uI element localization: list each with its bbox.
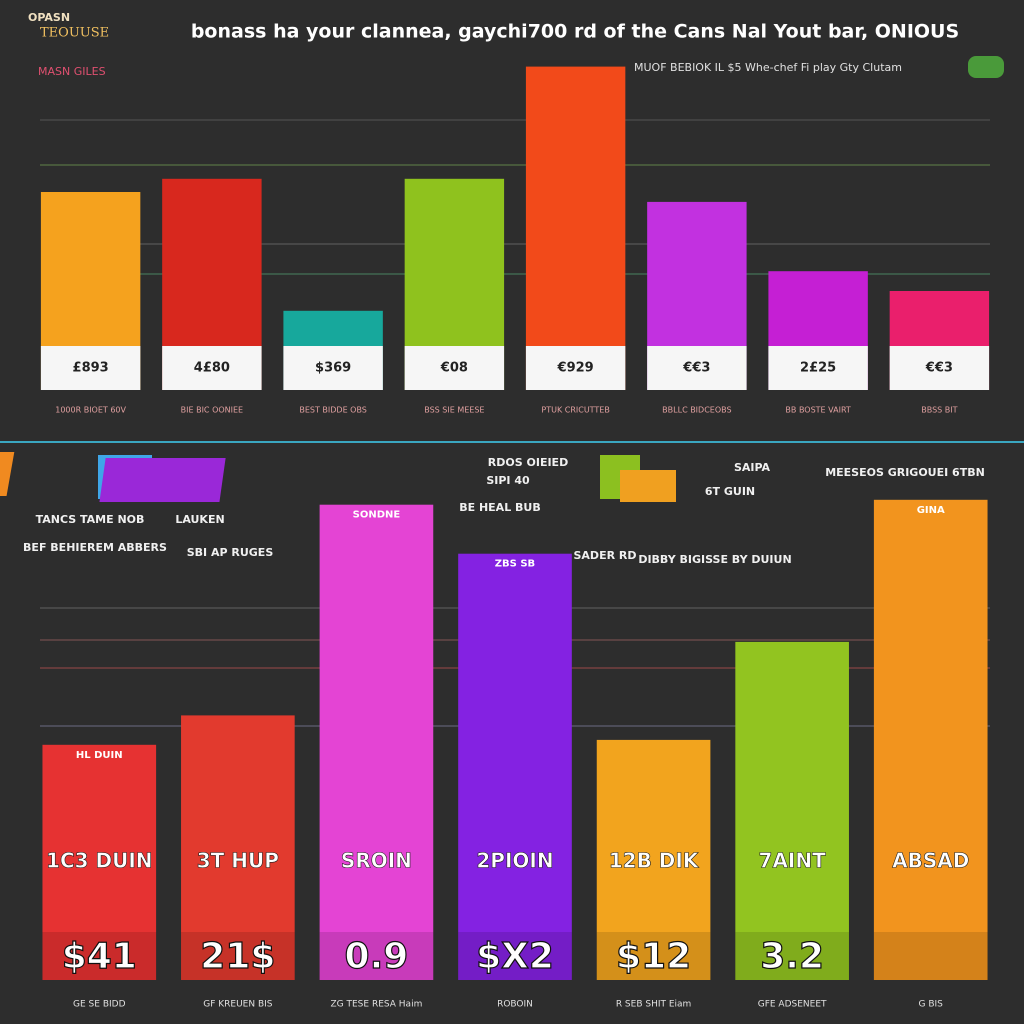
bar-label: 4£80	[194, 361, 230, 376]
x-tick-label: GFE ADSENEET	[758, 1000, 827, 1010]
bar-label: €929	[557, 361, 594, 376]
bar-label: 3T HUP	[197, 849, 279, 873]
logo: OPASN	[28, 11, 70, 24]
bar-shade	[319, 932, 434, 980]
annotation: RDOS OIEIED	[488, 456, 568, 469]
bar-label: €08	[440, 361, 468, 376]
bar-label: 7AINT	[759, 849, 827, 873]
bar-top-label: SONDNE	[353, 510, 401, 521]
bar-shade	[596, 932, 711, 980]
bar-label: SROIN	[341, 849, 412, 873]
x-tick-label: BIE BIC OONIEE	[181, 406, 243, 415]
bar	[42, 744, 157, 980]
x-tick-label: ZG TESE RESA Haim	[331, 1000, 423, 1010]
bar-shade	[873, 932, 988, 980]
bar-value-label: 3.2	[760, 936, 824, 977]
bar-label: 2£25	[800, 361, 836, 376]
annotation: BE HEAL BUB	[459, 501, 541, 514]
x-tick-label: BB BOSTE VAIRT	[785, 406, 850, 415]
bar-value-label: $41	[62, 936, 137, 977]
chart-title: bonass ha your clannea, gaychi700 rd of …	[191, 21, 959, 43]
annotation: SBI AP RUGES	[187, 546, 274, 559]
annotation: TANCS TAME NOB	[36, 513, 145, 526]
annotation: SIPI 40	[486, 474, 530, 487]
bar-label: £893	[73, 361, 109, 376]
bar-label: 1C3 DUIN	[46, 849, 153, 873]
bar-label: ABSAD	[892, 849, 969, 873]
x-tick-label: BBSS BIT	[921, 406, 957, 415]
x-tick-label: BSS SIE MEESE	[424, 406, 484, 415]
x-tick-label: PTUK CRICUTTEB	[541, 406, 609, 415]
label-box	[40, 346, 141, 390]
bar	[735, 641, 849, 980]
label-box	[404, 346, 505, 390]
annotation: BEF BEHIEREM ABBERS	[23, 541, 167, 554]
x-tick-label: GF KREUEN BIS	[203, 1000, 273, 1010]
bar-top-label: ZBS SB	[495, 559, 535, 570]
bar	[525, 66, 626, 390]
legend: MUOF BEBIOK IL $5 Whe-chef Fi play Gty C…	[634, 61, 902, 74]
x-tick-label: BEST BIDDE OBS	[299, 406, 367, 415]
x-tick-label: BBLLC BIDCEOBS	[662, 406, 731, 415]
label-box	[162, 346, 262, 390]
bar-shade	[735, 932, 849, 980]
bar-shade	[181, 932, 295, 980]
x-tick-label: G BIS	[919, 1000, 944, 1010]
bar-shade	[42, 932, 157, 980]
legend: MASN GILES	[38, 65, 106, 78]
bar	[181, 715, 295, 980]
label-box	[283, 346, 383, 390]
label-box	[889, 346, 990, 390]
bar	[873, 499, 988, 980]
bar	[319, 504, 434, 980]
label-box	[525, 346, 626, 390]
x-tick-label: 1000R BIOET 60V	[55, 406, 126, 415]
bar-label: €€3	[682, 361, 710, 376]
annotation: MEESEOS GRIGOUEI 6TBN	[825, 466, 985, 479]
x-tick-label: ROBOIN	[497, 1000, 533, 1010]
bar-label: $369	[315, 361, 351, 376]
annotation: SAIPA	[734, 461, 771, 474]
annotation: DIBBY BIGISSE BY DUIUN	[638, 553, 791, 566]
bar-top-label: GINA	[917, 505, 945, 516]
bar-value-label: 0.9	[345, 936, 409, 977]
bar	[596, 739, 711, 980]
bar-value-label: 21$	[200, 936, 275, 977]
x-tick-label: GE SE BIDD	[73, 1000, 126, 1010]
bar	[458, 553, 572, 980]
bar-shade	[458, 932, 572, 980]
x-tick-label: R SEB SHIT Eiam	[616, 1000, 692, 1010]
bar-value-label: $X2	[476, 936, 554, 977]
label-box	[647, 346, 747, 390]
logo: TEOUUSE	[40, 26, 109, 41]
annotation: SADER RD	[574, 549, 637, 562]
annotation: 6T GUIN	[705, 485, 755, 498]
bar-value-label: $12	[616, 936, 691, 977]
bar-top-label: HL DUIN	[76, 750, 123, 761]
annotation: LAUKEN	[175, 513, 224, 526]
bar-label: 2PIOIN	[476, 849, 553, 873]
bar-label: 12B DIK	[609, 849, 700, 873]
label-box	[768, 346, 868, 390]
bar-label: €€3	[925, 361, 953, 376]
